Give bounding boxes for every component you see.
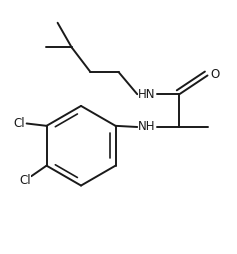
Text: NH: NH [138,120,155,134]
Text: Cl: Cl [20,174,31,187]
Text: O: O [210,68,219,81]
Text: HN: HN [138,88,155,101]
Text: Cl: Cl [14,117,25,130]
